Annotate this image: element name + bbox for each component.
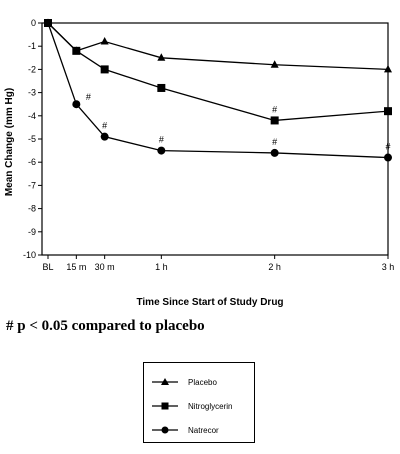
y-tick-label: -4 — [28, 111, 36, 121]
line-chart: Mean Change (mm Hg) Time Since Start of … — [4, 18, 395, 308]
x-axis-label: Time Since Start of Study Drug — [136, 297, 283, 308]
legend-item-nitroglycerin: Nitroglycerin — [144, 398, 232, 414]
data-point-placebo — [270, 60, 279, 68]
legend-item-placebo: Placebo — [144, 374, 217, 390]
legend-symbol-square — [152, 402, 178, 410]
footnote: # p < 0.05 compared to placebo — [6, 318, 205, 334]
plot-frame — [41, 22, 389, 256]
legend-label: Nitroglycerin — [188, 401, 233, 411]
x-tick-label: BL — [42, 262, 53, 272]
legend-symbol-triangle — [152, 378, 178, 385]
significance-marker: # — [159, 135, 164, 145]
y-tick-label: -1 — [28, 41, 36, 51]
series-line-natrecor — [47, 22, 389, 159]
y-tick-label: 0 — [31, 18, 36, 28]
data-point-natrecor — [384, 153, 392, 162]
y-tick-label: -10 — [23, 250, 36, 260]
y-tick-label: -6 — [28, 157, 36, 167]
significance-marker: # — [272, 137, 277, 147]
significance-marker: # — [272, 104, 277, 114]
x-tick-label: 30 m — [95, 262, 115, 272]
legend-item-natrecor: Natrecor — [144, 422, 219, 438]
significance-marker: # — [385, 142, 390, 152]
data-point-nitroglycerin — [100, 65, 109, 74]
data-point-placebo — [100, 37, 109, 45]
data-point-natrecor — [44, 19, 52, 27]
legend: Placebo Nitroglycerin Natrecor — [143, 362, 255, 443]
y-tick-label: -3 — [28, 88, 36, 98]
significance-marker: # — [86, 92, 91, 102]
data-point-natrecor — [157, 146, 166, 155]
data-point-natrecor — [100, 132, 109, 141]
y-tick-label: -9 — [28, 227, 36, 237]
y-tick-label: -7 — [28, 180, 36, 190]
data-point-natrecor — [270, 148, 279, 157]
data-point-placebo — [384, 64, 392, 73]
x-tick-label: 3 h — [382, 262, 395, 272]
data-point-placebo — [157, 53, 166, 61]
y-axis-label: Mean Change (mm Hg) — [4, 88, 15, 196]
y-tick-label: -5 — [28, 134, 36, 144]
legend-label: Natrecor — [188, 425, 219, 435]
series-line-nitroglycerin — [47, 22, 389, 122]
y-tick-label: -8 — [28, 204, 36, 214]
x-tick-label: 15 m — [66, 262, 86, 272]
data-point-nitroglycerin — [72, 46, 81, 55]
x-tick-label: 1 h — [155, 262, 168, 272]
data-point-natrecor — [72, 100, 81, 109]
data-point-nitroglycerin — [384, 107, 392, 116]
legend-symbol-circle — [152, 426, 178, 434]
y-tick-label: -2 — [28, 64, 36, 74]
data-point-nitroglycerin — [157, 83, 166, 92]
significance-marker: # — [102, 121, 107, 131]
data-point-nitroglycerin — [270, 116, 279, 125]
x-tick-label: 2 h — [268, 262, 281, 272]
series-line-placebo — [47, 22, 389, 71]
legend-label: Placebo — [188, 377, 217, 387]
